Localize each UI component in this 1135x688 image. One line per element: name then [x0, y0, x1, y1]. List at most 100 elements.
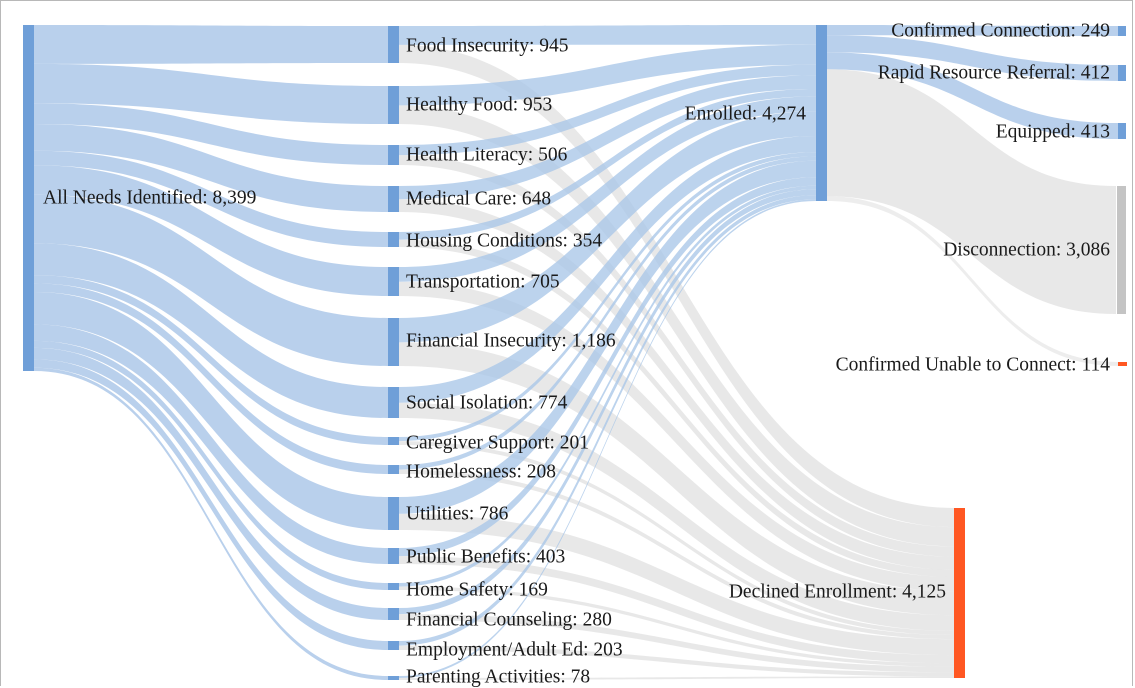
link-home-safety-to-declined: [399, 586, 954, 667]
link-healthy-food-to-enrolled: [399, 44, 816, 106]
label-medical-care: Medical Care: 648: [406, 189, 551, 210]
link-health-literacy-to-enrolled: [399, 64, 816, 156]
label-homelessness: Homelessness: 208: [406, 462, 556, 483]
link-food-insecurity-to-declined: [399, 44, 954, 528]
link-source-to-home-safety: [34, 340, 388, 590]
link-public-benefits-to-enrolled: [399, 177, 816, 557]
link-enrolled-to-disconnection: [827, 69, 1116, 314]
link-utilities-to-declined: [399, 513, 954, 656]
label-home-safety: Home Safety: 169: [406, 580, 548, 601]
link-source-to-utilities: [34, 291, 388, 530]
node-rapid-resource-referral: [1118, 65, 1126, 81]
link-financial-insecurity-to-declined: [399, 342, 954, 616]
label-healthy-food: Healthy Food: 953: [406, 95, 552, 116]
node-equipped: [1118, 123, 1126, 139]
node-housing-conditions: [388, 232, 399, 247]
link-transportation-to-declined: [399, 281, 954, 592]
link-healthy-food-to-declined: [399, 105, 954, 547]
link-enrolled-to-confirmed-connection: [827, 25, 1118, 36]
label-utilities: Utilities: 786: [406, 504, 509, 525]
label-financial-insecurity: Financial Insecurity: 1,186: [406, 331, 616, 352]
link-parenting-activities-to-enrolled: [399, 199, 816, 679]
link-medical-care-to-enrolled: [399, 75, 816, 200]
link-housing-conditions-to-declined: [399, 239, 954, 577]
label-social-isolation: Social Isolation: 774: [406, 393, 568, 414]
label-housing-conditions: Housing Conditions: 354: [406, 231, 602, 252]
link-social-isolation-to-enrolled: [399, 135, 816, 403]
node-financial-insecurity: [388, 318, 399, 366]
node-employment-adult-ed: [388, 641, 399, 650]
link-source-to-parenting-activities: [34, 367, 388, 680]
link-employment-adult-ed-to-enrolled: [399, 195, 816, 646]
link-source-to-caregiver-support: [34, 275, 388, 445]
node-food-insecurity: [388, 26, 399, 63]
link-source-to-healthy-food: [34, 63, 388, 124]
node-home-safety: [388, 583, 399, 590]
node-medical-care: [388, 186, 399, 212]
link-source-to-health-literacy: [34, 103, 388, 165]
link-source-to-public-benefits: [34, 324, 388, 564]
label-food-insecurity: Food Insecurity: 945: [406, 36, 568, 57]
link-enrolled-to-equipped: [827, 52, 1118, 139]
link-source-to-financial-counseling: [34, 347, 388, 620]
node-disconnection: [1117, 186, 1126, 314]
node-healthy-food: [388, 86, 399, 124]
node-public-benefits: [388, 548, 399, 564]
link-source-to-medical-care: [34, 124, 388, 212]
link-enrolled-to-rapid-resource-referral: [827, 35, 1118, 81]
node-health-literacy: [388, 145, 399, 165]
link-housing-conditions-to-enrolled: [399, 88, 816, 240]
link-caregiver-support-to-enrolled: [399, 152, 816, 442]
label-financial-counseling: Financial Counseling: 280: [406, 610, 612, 631]
label-equipped: Equipped: 413: [996, 122, 1110, 143]
link-source-to-financial-insecurity: [34, 194, 388, 366]
node-caregiver-support: [388, 437, 399, 445]
node-confirmed-unable-to-connect: [1118, 362, 1127, 366]
label-caregiver-support: Caregiver Support: 201: [406, 433, 589, 454]
link-source-to-food-insecurity: [34, 25, 388, 64]
label-employment-adult-ed: Employment/Adult Ed: 203: [406, 640, 623, 661]
label-parenting-activities: Parenting Activities: 78: [406, 667, 590, 688]
link-food-insecurity-to-enrolled: [399, 25, 816, 45]
sankey-links: [34, 25, 1118, 680]
node-financial-counseling: [388, 608, 399, 620]
link-source-to-employment-adult-ed: [34, 359, 388, 650]
node-transportation: [388, 267, 399, 296]
link-home-safety-to-enrolled: [399, 185, 816, 587]
sankey-labels: All Needs Identified: 8,399 Food Insecuri…: [43, 21, 1110, 688]
link-homelessness-to-enrolled: [399, 156, 816, 470]
label-public-benefits: Public Benefits: 403: [406, 547, 565, 568]
link-parenting-activities-to-declined: [399, 676, 954, 680]
label-transportation: Transportation: 705: [406, 272, 560, 293]
label-health-literacy: Health Literacy: 506: [406, 145, 568, 166]
label-all-needs-identified: All Needs Identified: 8,399: [43, 188, 256, 209]
link-homelessness-to-declined: [399, 469, 954, 640]
sankey-nodes: [23, 25, 1127, 680]
link-employment-adult-ed-to-declined: [399, 645, 954, 677]
link-source-to-housing-conditions: [34, 150, 388, 247]
link-utilities-to-enrolled: [399, 160, 816, 514]
link-source-to-homelessness: [34, 283, 388, 474]
node-declined-enrollment: [954, 508, 965, 678]
link-enrolled-to-confirmed-unable-to-connect: [827, 196, 1118, 366]
label-disconnection: Disconnection: 3,086: [943, 240, 1110, 261]
link-health-literacy-to-declined: [399, 155, 954, 557]
link-medical-care-to-declined: [399, 199, 954, 570]
label-enrolled: Enrolled: 4,274: [685, 104, 807, 125]
label-rapid-resource-referral: Rapid Resource Referral: 412: [878, 63, 1110, 84]
link-public-benefits-to-declined: [399, 556, 954, 664]
link-caregiver-support-to-declined: [399, 441, 954, 635]
link-source-to-transportation: [34, 165, 388, 296]
link-financial-insecurity-to-enrolled: [399, 111, 816, 343]
node-all-needs-identified: [23, 25, 34, 371]
node-parenting-activities: [388, 676, 399, 680]
link-social-isolation-to-declined: [399, 402, 954, 631]
link-source-to-social-isolation: [34, 243, 388, 418]
node-utilities: [388, 497, 399, 530]
node-confirmed-connection: [1118, 26, 1126, 36]
node-enrolled: [816, 25, 827, 201]
link-financial-counseling-to-declined: [399, 614, 954, 673]
node-homelessness: [388, 465, 399, 474]
